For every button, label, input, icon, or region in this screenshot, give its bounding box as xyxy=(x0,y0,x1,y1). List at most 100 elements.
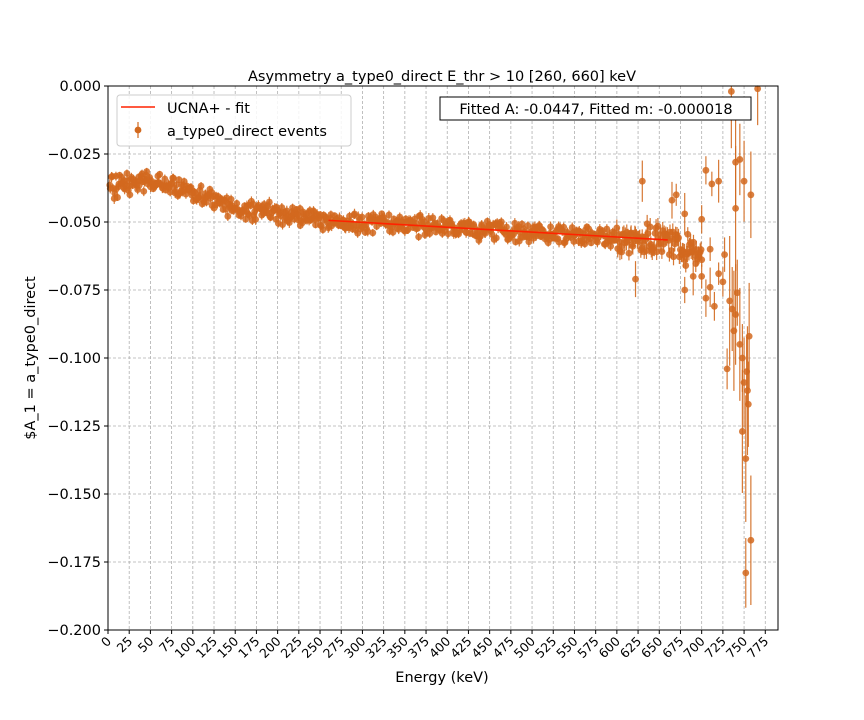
data-point xyxy=(629,242,637,250)
data-point xyxy=(444,230,452,238)
data-point xyxy=(730,327,738,335)
data-point xyxy=(747,191,755,199)
data-point xyxy=(708,180,716,188)
data-point xyxy=(668,196,676,204)
data-point xyxy=(672,191,680,199)
data-point xyxy=(721,251,728,259)
data-point xyxy=(732,205,739,212)
data-point xyxy=(726,297,734,305)
data-point xyxy=(732,311,739,318)
data-point xyxy=(638,177,646,185)
data-point xyxy=(603,225,611,233)
y-tick-label: −0.150 xyxy=(47,487,101,503)
data-point xyxy=(632,275,639,283)
data-point xyxy=(279,221,286,229)
data-point xyxy=(744,400,752,408)
data-point xyxy=(312,221,319,229)
y-tick-label: −0.200 xyxy=(47,623,101,639)
legend-box xyxy=(116,94,352,147)
data-point xyxy=(733,289,741,297)
data-point xyxy=(278,204,286,211)
data-point xyxy=(644,230,652,237)
data-point xyxy=(727,88,735,95)
data-point xyxy=(654,222,662,230)
data-point xyxy=(613,224,621,232)
data-point xyxy=(224,212,232,220)
fit-line xyxy=(328,219,668,241)
data-point xyxy=(651,229,659,237)
chart-title: Asymmetry a_type0_direct E_thr > 10 [260… xyxy=(248,69,636,85)
data-point xyxy=(697,246,705,254)
y-tick-label: −0.050 xyxy=(47,215,101,231)
data-point xyxy=(426,230,434,238)
data-point xyxy=(754,85,762,93)
data-point xyxy=(175,176,183,184)
data-point xyxy=(719,278,727,286)
data-point xyxy=(143,168,151,175)
x-tick-label: 50 xyxy=(135,633,157,655)
data-point xyxy=(740,379,748,386)
data-point xyxy=(738,354,746,362)
data-point xyxy=(415,233,423,241)
data-point xyxy=(607,242,615,250)
data-point xyxy=(319,226,327,234)
data-point xyxy=(745,332,753,340)
data-point xyxy=(738,428,746,435)
data-point xyxy=(706,283,714,291)
data-point xyxy=(524,222,532,230)
data-point xyxy=(698,273,706,280)
grid-lines xyxy=(107,85,778,631)
y-tick-label: 0.000 xyxy=(59,79,101,95)
data-point xyxy=(740,177,748,185)
y-tick-label: −0.125 xyxy=(47,419,101,435)
legend-points-label: a_type0_direct events xyxy=(167,124,327,140)
data-point xyxy=(660,240,668,248)
data-point xyxy=(702,294,710,302)
data-point xyxy=(743,368,751,375)
data-point xyxy=(369,229,377,237)
data-point xyxy=(265,198,273,206)
data-point xyxy=(161,175,169,183)
data-point xyxy=(197,182,205,190)
data-point xyxy=(698,215,706,223)
data-point xyxy=(385,211,393,219)
data-point xyxy=(744,387,751,395)
data-point xyxy=(492,234,500,242)
fit-annotation-text: Fitted A: -0.0447, Fitted m: -0.000018 xyxy=(459,102,732,118)
data-point xyxy=(715,177,723,185)
data-point xyxy=(252,215,260,223)
data-point xyxy=(170,174,177,182)
data-point xyxy=(429,214,437,222)
data-point xyxy=(126,191,134,199)
data-point xyxy=(389,228,397,236)
y-tick-label: −0.175 xyxy=(47,555,101,571)
data-point xyxy=(747,536,755,544)
axes: 0 25 50 75100125150175200225250275300325350… xyxy=(47,79,779,661)
data-point xyxy=(715,270,723,278)
y-tick-label: −0.100 xyxy=(47,351,101,367)
data-point xyxy=(233,199,241,207)
data-point xyxy=(690,238,697,246)
data-point xyxy=(123,169,131,177)
legend: UCNA+ - fit a_type0_direct events xyxy=(116,94,352,147)
legend-fit-label: UCNA+ - fit xyxy=(167,101,250,117)
data-point xyxy=(668,247,675,254)
data-point xyxy=(742,569,750,577)
data-point xyxy=(658,248,666,256)
data-point xyxy=(702,166,710,174)
x-axis-label: Energy (keV) xyxy=(395,670,488,686)
data-point xyxy=(625,249,633,257)
data-point xyxy=(728,305,736,313)
data-point xyxy=(156,170,164,178)
data-point xyxy=(698,256,706,264)
data-point xyxy=(140,187,148,195)
y-tick-label: −0.025 xyxy=(47,147,101,163)
data-point xyxy=(173,181,180,189)
data-point xyxy=(710,302,718,310)
data-point xyxy=(681,210,689,218)
data-point xyxy=(675,234,682,242)
plot-area xyxy=(106,85,762,608)
data-point xyxy=(503,223,510,231)
data-point xyxy=(227,195,235,203)
data-point xyxy=(618,248,626,256)
